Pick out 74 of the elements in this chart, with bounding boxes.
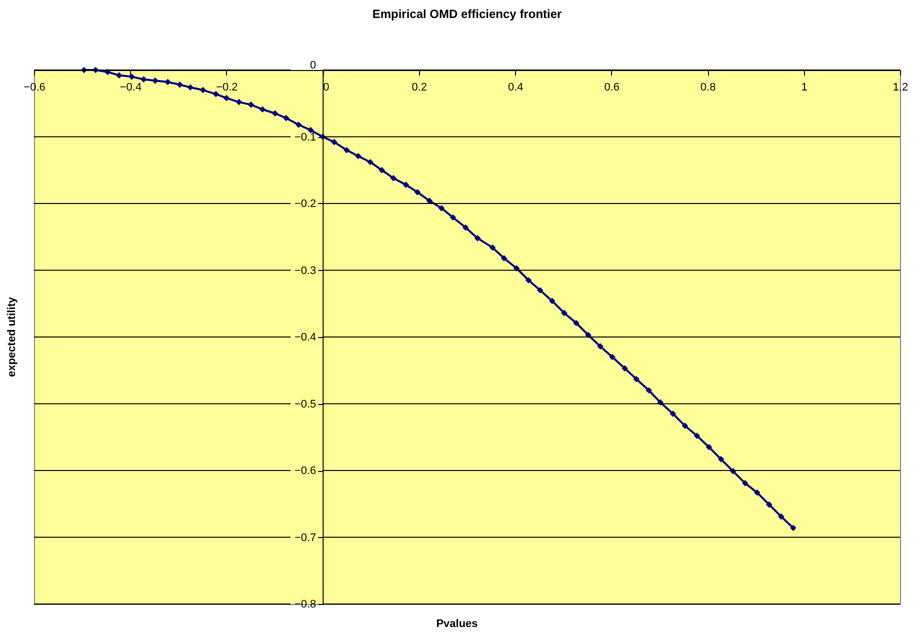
point	[152, 78, 158, 84]
point	[489, 244, 496, 251]
point	[355, 152, 362, 160]
x-tick-label: 0	[323, 82, 330, 94]
x-tick-label: 0.8	[700, 82, 716, 94]
y-tick-label: −0.3	[294, 264, 316, 277]
point	[104, 68, 111, 76]
point	[378, 166, 386, 174]
point	[450, 214, 456, 221]
point	[742, 480, 748, 486]
point	[140, 76, 147, 83]
x-tick-label: −0.4	[120, 82, 142, 94]
y-tick-label: −0.1	[294, 131, 316, 144]
point	[718, 456, 724, 462]
point	[548, 298, 556, 304]
point	[778, 513, 784, 520]
point	[272, 110, 278, 117]
point	[609, 354, 616, 360]
x-axis-title: Pvalues	[436, 618, 478, 630]
point	[597, 343, 604, 350]
point	[790, 524, 796, 532]
point	[525, 277, 532, 284]
point	[462, 224, 469, 231]
point	[766, 501, 772, 508]
y-tick-label: −0.8	[294, 598, 316, 610]
point	[500, 255, 508, 262]
point	[438, 205, 445, 212]
y-tick-label: −0.7	[294, 532, 316, 544]
point	[754, 489, 760, 496]
y-tick-label: −0.6	[294, 465, 316, 477]
point	[116, 72, 122, 78]
point	[248, 102, 254, 108]
y-tick-label: 0	[310, 60, 316, 72]
point	[367, 158, 374, 166]
y-tick-label: −0.2	[294, 198, 316, 210]
point	[390, 174, 397, 182]
point	[561, 310, 568, 316]
point	[402, 182, 410, 188]
x-tick-label: 0.4	[508, 82, 524, 94]
point	[344, 146, 350, 154]
point	[331, 138, 338, 146]
point	[426, 198, 433, 204]
x-tick-label: −0.6	[24, 82, 46, 94]
point	[474, 235, 481, 242]
point	[176, 82, 183, 88]
y-axis-title: expected utility	[6, 296, 18, 378]
y-tick-label: −0.5	[294, 398, 316, 410]
point	[670, 410, 676, 417]
point	[295, 122, 302, 128]
point	[706, 444, 712, 450]
x-tick-label: −0.2	[216, 82, 238, 94]
point	[536, 287, 544, 294]
point	[200, 86, 206, 94]
x-tick-label: 0.2	[412, 82, 428, 94]
point	[573, 320, 580, 326]
x-tick-label: 0.6	[604, 82, 620, 94]
point	[259, 106, 266, 113]
point	[187, 84, 194, 91]
point	[414, 188, 421, 196]
point	[212, 90, 220, 98]
x-tick-label: 1.2	[892, 82, 908, 94]
x-tick-label: 1	[801, 82, 808, 94]
point	[236, 98, 242, 106]
point	[682, 422, 688, 429]
point	[128, 74, 135, 80]
point	[646, 387, 652, 394]
point	[622, 365, 628, 372]
point	[282, 114, 290, 122]
point	[694, 432, 700, 439]
point	[633, 376, 640, 382]
chart-title: Empirical OMD efficiency frontier	[372, 7, 562, 21]
point	[164, 78, 171, 86]
y-tick-label: −0.4	[294, 332, 316, 344]
point	[223, 94, 230, 102]
